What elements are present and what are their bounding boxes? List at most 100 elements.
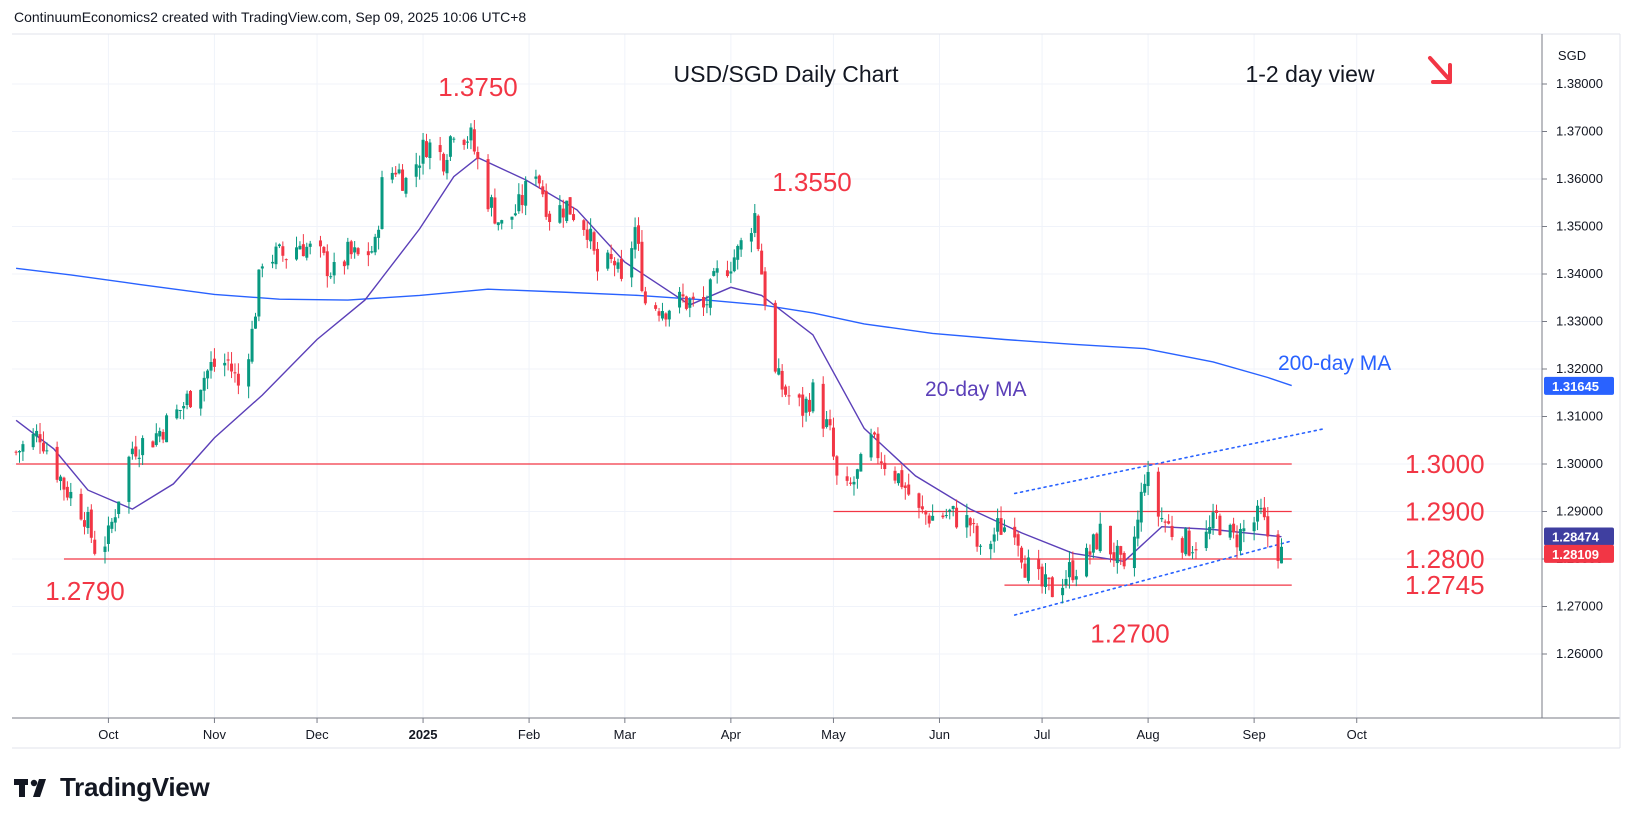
candle-body bbox=[284, 259, 288, 261]
candle-body bbox=[749, 233, 753, 242]
candle-body bbox=[630, 248, 634, 278]
candle-body bbox=[1163, 521, 1167, 523]
candle-body bbox=[253, 316, 257, 329]
candle-body bbox=[705, 304, 709, 306]
candle-body bbox=[691, 296, 695, 299]
candle-body bbox=[1228, 524, 1232, 538]
price-tag-label: 1.28474 bbox=[1552, 529, 1600, 544]
x-tick-label: Mar bbox=[614, 727, 637, 742]
candle-body bbox=[158, 430, 162, 437]
candle-body bbox=[1242, 528, 1246, 532]
candle-body bbox=[1279, 546, 1283, 564]
candle-body bbox=[1238, 528, 1242, 551]
level-label: 1.2900 bbox=[1405, 497, 1485, 527]
candle-body bbox=[784, 386, 788, 395]
candle-body bbox=[301, 244, 305, 257]
candle-body bbox=[1122, 552, 1126, 567]
x-tick-label: Feb bbox=[518, 727, 540, 742]
candle-body bbox=[589, 228, 593, 242]
candle-body bbox=[486, 159, 490, 210]
candle-body bbox=[869, 434, 873, 458]
candle-body bbox=[1170, 525, 1174, 537]
candle-body bbox=[876, 433, 880, 459]
annotation-label: 1.2700 bbox=[1090, 619, 1170, 649]
candle-body bbox=[849, 482, 853, 484]
candle-body bbox=[1115, 545, 1119, 564]
candle-body bbox=[1143, 483, 1147, 493]
candle-body bbox=[62, 477, 66, 490]
candle-body bbox=[476, 151, 480, 160]
candle-body bbox=[223, 362, 227, 366]
ma200-line bbox=[16, 267, 1292, 387]
candle-body bbox=[1211, 512, 1215, 529]
candle-body bbox=[879, 461, 883, 464]
candle-body bbox=[572, 214, 576, 221]
candle-body bbox=[110, 521, 114, 529]
y-tick-label: 1.33000 bbox=[1556, 314, 1603, 329]
candle-body bbox=[418, 165, 422, 168]
candle-body bbox=[86, 511, 90, 529]
candle-body bbox=[667, 310, 671, 320]
candle-body bbox=[664, 313, 668, 320]
candle-body bbox=[972, 523, 976, 525]
candle-body bbox=[390, 172, 394, 180]
y-tick-label: 1.37000 bbox=[1556, 124, 1603, 139]
tradingview-logo[interactable]: TradingView bbox=[14, 772, 210, 803]
candle-body bbox=[113, 517, 117, 523]
candle-body bbox=[729, 271, 733, 274]
candle-body bbox=[1071, 560, 1075, 581]
candle-body bbox=[233, 372, 237, 374]
candle-body bbox=[89, 509, 93, 538]
x-tick-label: Dec bbox=[305, 727, 329, 742]
candle-body bbox=[903, 485, 907, 488]
tradingview-logo-icon bbox=[14, 778, 46, 797]
candle-body bbox=[212, 358, 216, 367]
candle-body bbox=[893, 470, 897, 481]
candle-body bbox=[1187, 530, 1191, 556]
candle-body bbox=[678, 291, 682, 308]
candle-body bbox=[45, 450, 49, 452]
candle-body bbox=[274, 246, 278, 265]
candle-body bbox=[18, 451, 21, 453]
candle-body bbox=[59, 476, 63, 482]
candle-body bbox=[260, 266, 264, 269]
y-axis-ticks: 1.38000 1.37000 1.36000 1.35000 1.34000 1.330… bbox=[1542, 76, 1603, 661]
candle-body bbox=[202, 377, 206, 391]
candle-body bbox=[715, 268, 719, 273]
candle-body bbox=[1050, 577, 1054, 598]
annotation-label: 1.3750 bbox=[438, 72, 518, 102]
candle-body bbox=[154, 433, 158, 445]
candle-body bbox=[421, 139, 425, 164]
candle-body bbox=[654, 305, 658, 309]
x-tick-label: Oct bbox=[1347, 727, 1368, 742]
candle-body bbox=[725, 270, 729, 276]
candle-body bbox=[325, 251, 329, 277]
candle-body bbox=[1252, 522, 1256, 532]
candle-body bbox=[500, 220, 504, 224]
candle-body bbox=[1037, 558, 1041, 570]
candle-body bbox=[808, 399, 812, 412]
level-label: 1.3000 bbox=[1405, 449, 1485, 479]
trendline bbox=[1013, 540, 1293, 616]
candle-body bbox=[1112, 552, 1116, 561]
candle-body bbox=[230, 363, 234, 372]
candle-body bbox=[377, 229, 381, 238]
candle-body bbox=[1091, 534, 1095, 553]
candle-body bbox=[1256, 505, 1260, 522]
candle-body bbox=[93, 539, 97, 554]
candle-body bbox=[106, 525, 110, 544]
y-tick-label: 1.30000 bbox=[1556, 456, 1603, 471]
candle-body bbox=[496, 222, 500, 226]
candle-body bbox=[1061, 587, 1065, 596]
candle-body bbox=[305, 246, 309, 258]
ma20-line bbox=[15, 156, 1282, 563]
candle-body bbox=[1132, 536, 1136, 569]
candle-body bbox=[271, 261, 275, 264]
candle-body bbox=[1108, 525, 1112, 555]
candle-body bbox=[609, 254, 613, 260]
candle-body bbox=[209, 362, 213, 371]
candle-body bbox=[592, 232, 596, 251]
candle-body bbox=[448, 136, 452, 157]
candle-body bbox=[346, 241, 350, 266]
